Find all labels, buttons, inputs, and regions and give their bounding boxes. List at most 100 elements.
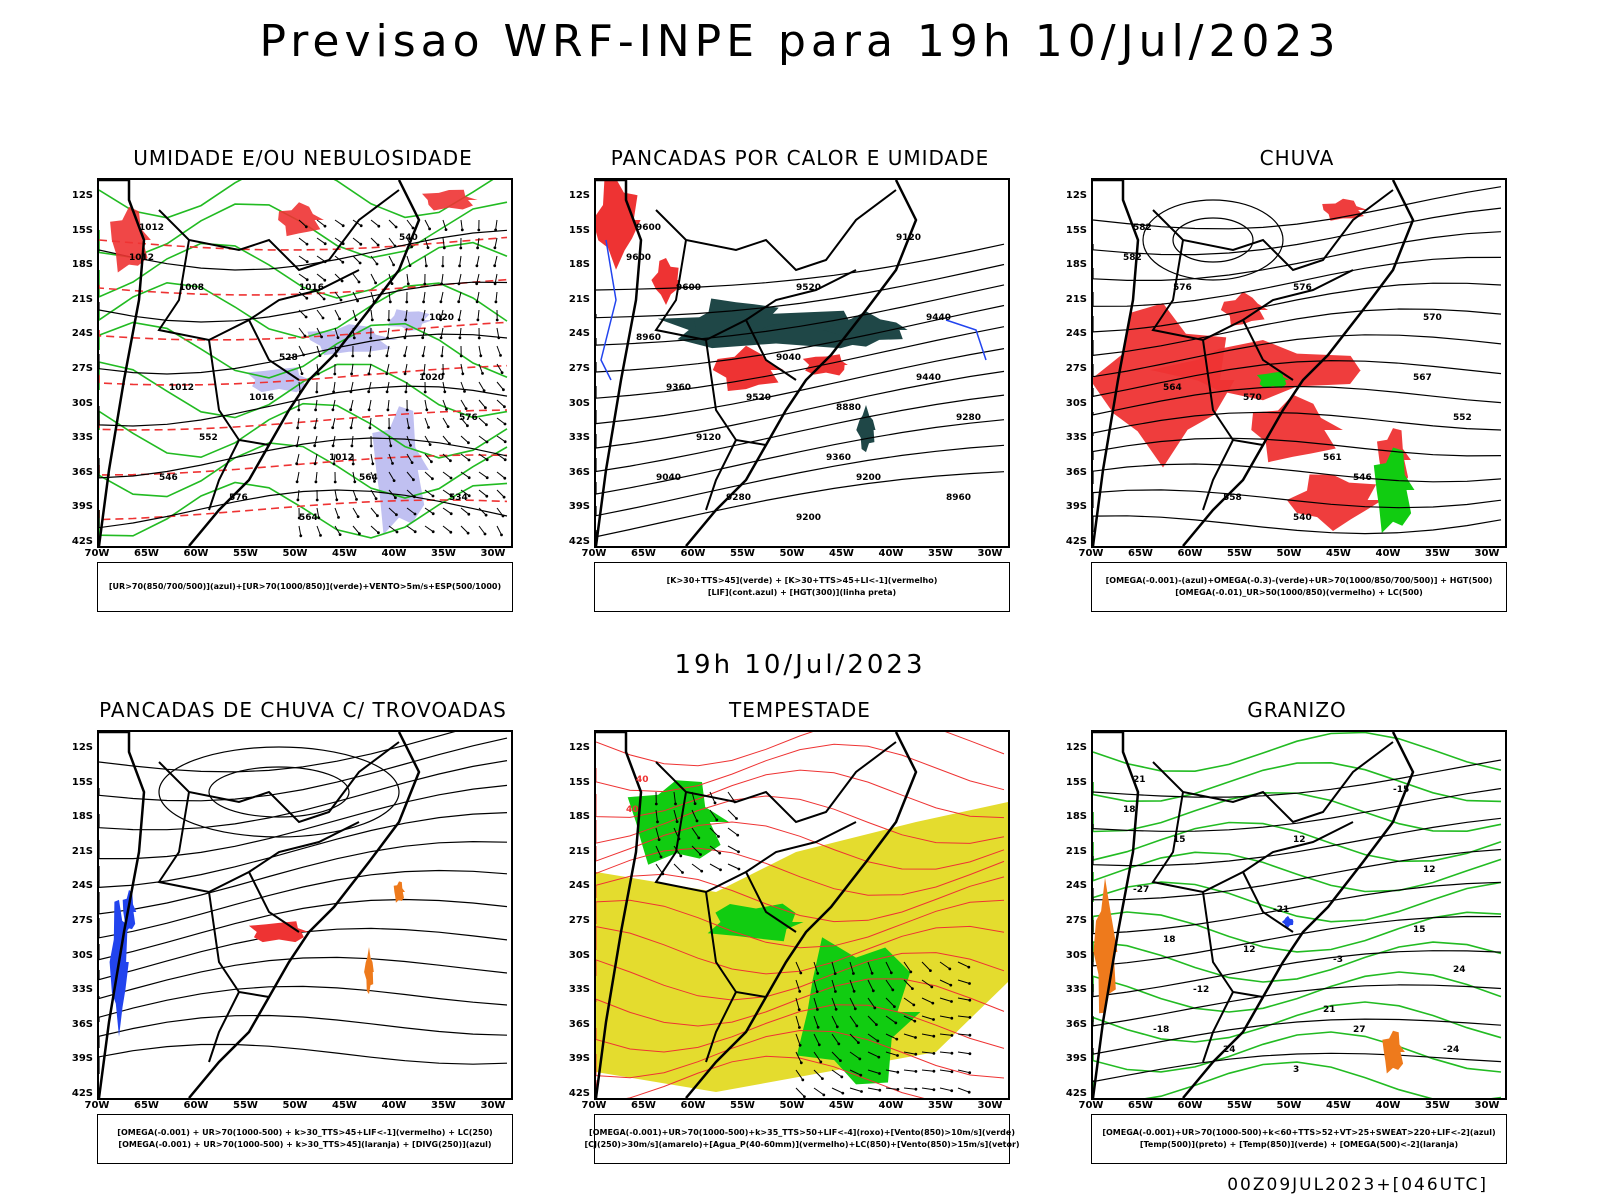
contour-label: 9040: [656, 473, 681, 483]
lon-tick-label: 65W: [1128, 548, 1153, 559]
lat-tick-label: 30S: [1065, 949, 1087, 961]
lat-tick-label: 27S: [71, 363, 93, 374]
lat-tick-label: 15S: [71, 776, 93, 788]
lat-tick-label: 30S: [71, 397, 93, 409]
lat-tick-label: 30S: [71, 949, 93, 961]
contour-label: 1020: [419, 373, 444, 383]
lon-tick-label: 65W: [1128, 1100, 1153, 1111]
lat-tick-label: 39S: [1065, 501, 1087, 513]
weather-map: 9600 9600 9600 9520 9520 9440 9440 9360 9360 9280…: [596, 180, 1005, 546]
run-stamp: 00Z09JUL2023+[046UTC]: [1227, 1175, 1488, 1195]
weather-map: 21 18 15 12 12 12 15 18 21 24 24 27 3 -12 -15 -18 -21 -24…: [1093, 732, 1502, 1098]
map-area[interactable]: 1012 1012 1008 1016 1016 1020 1020 1012 1012 576 5…: [97, 178, 513, 548]
lon-tick-label: 50W: [779, 1100, 805, 1111]
contour-label: 576: [1173, 283, 1192, 293]
lon-tick-label: 45W: [1326, 548, 1351, 559]
lon-tick-label: 70W: [84, 548, 110, 559]
contour-label: 546: [159, 473, 178, 483]
contour-label: 582: [1133, 223, 1152, 233]
lon-tick-label: 35W: [928, 1100, 953, 1111]
contour-label: 8960: [636, 333, 661, 343]
legend-caption: [K>30+TTS>45](verde) + [K>30+TTS>45+LI<-…: [594, 562, 1010, 612]
contour-label: 9440: [916, 373, 941, 383]
lon-tick-label: 35W: [431, 1100, 456, 1111]
map-area[interactable]: 40 40: [594, 730, 1010, 1100]
lon-tick-label: 60W: [1177, 1100, 1203, 1111]
lat-tick-label: 15S: [568, 224, 590, 236]
lon-tick-label: 60W: [1177, 548, 1203, 559]
lon-tick-label: 60W: [183, 548, 209, 559]
lon-tick-label: 70W: [581, 548, 607, 559]
weather-map: 1012 1012 1008 1016 1016 1020 1020 1012 1012 576 5…: [99, 180, 508, 546]
map-area[interactable]: [97, 730, 513, 1100]
lat-tick-label: 12S: [71, 190, 93, 201]
contour-label: 9200: [856, 473, 881, 483]
weather-map: 582 582 576 576 570 570 567 564 561 558 552 546 540: [1093, 180, 1502, 546]
lat-tick-label: 36S: [568, 466, 590, 478]
map-area[interactable]: 9600 9600 9600 9520 9520 9440 9440 9360 9360 9280…: [594, 178, 1010, 548]
lat-tick-label: 33S: [1065, 432, 1087, 444]
lat-tick-label: 36S: [1065, 466, 1087, 478]
lat-tick-label: 42S: [71, 536, 93, 547]
lat-tick-label: 15S: [568, 776, 590, 788]
lon-tick-label: 30W: [1474, 1100, 1500, 1111]
lat-tick-label: 15S: [1065, 224, 1087, 236]
lat-tick-label: 30S: [568, 949, 590, 961]
contour-label: 12: [1423, 865, 1436, 875]
panel-title: UMIDADE E/OU NEBULOSIDADE: [133, 146, 473, 170]
contour-label: 9360: [666, 383, 691, 393]
lat-tick-label: 12S: [568, 190, 590, 201]
contour-label: 21: [1133, 775, 1146, 785]
lat-tick-label: 27S: [71, 915, 93, 926]
legend-caption-line: [LIF](cont.azul) + [HGT(300)](linha pret…: [707, 588, 897, 597]
map-area[interactable]: 21 18 15 12 12 12 15 18 21 24 24 27 3 -12 -15 -18 -21 -24…: [1091, 730, 1507, 1100]
lat-tick-label: 39S: [568, 1053, 590, 1065]
lon-tick-label: 55W: [1227, 1100, 1252, 1111]
lat-tick-label: 21S: [568, 845, 590, 857]
contour-label: 18: [1163, 935, 1176, 945]
contour-label: 40: [626, 805, 639, 815]
lat-tick-label: 18S: [1065, 811, 1087, 823]
lon-tick-label: 50W: [1276, 1100, 1302, 1111]
contour-label: 9520: [796, 283, 821, 293]
contour-label: -21: [1273, 905, 1289, 915]
lon-tick-label: 50W: [282, 548, 308, 559]
contour-label: 15: [1173, 835, 1186, 845]
lon-tick-label: 30W: [977, 548, 1003, 559]
contour-label: 9520: [746, 393, 771, 403]
lat-tick-label: 33S: [71, 432, 93, 444]
contour-label: 9040: [776, 353, 801, 363]
contour-label: -12: [1193, 985, 1209, 995]
contour-label: 570: [1243, 393, 1262, 403]
lon-tick-label: 45W: [829, 548, 854, 559]
legend-caption: [UR>70(850/700/500)](azul)+[UR>70(1000/8…: [97, 562, 513, 612]
lon-tick-label: 50W: [282, 1100, 308, 1111]
contour-label: 21: [1323, 1005, 1336, 1015]
contour-label: 9600: [676, 283, 701, 293]
legend-caption-line: [OMEGA(-0.01)_UR>50(1000/850)(vermelho) …: [1175, 588, 1423, 597]
lat-tick-label: 27S: [1065, 915, 1087, 926]
contour-label: 576: [1293, 283, 1312, 293]
lat-tick-label: 33S: [1065, 984, 1087, 996]
contour-label: 528: [279, 353, 298, 363]
contour-label: 18: [1123, 805, 1136, 815]
lat-tick-label: 42S: [1065, 1088, 1087, 1099]
lon-tick-label: 35W: [1425, 1100, 1450, 1111]
lat-tick-label: 21S: [568, 293, 590, 305]
lon-tick-label: 55W: [1227, 548, 1252, 559]
panel-title: GRANIZO: [1247, 698, 1347, 722]
contour-label: 540: [1293, 513, 1312, 523]
contour-label: 1016: [299, 283, 324, 293]
lat-tick-label: 39S: [71, 1053, 93, 1065]
lat-tick-label: 30S: [568, 397, 590, 409]
map-area[interactable]: 582 582 576 576 570 570 567 564 561 558 552 546 540: [1091, 178, 1507, 548]
lon-tick-label: 45W: [332, 1100, 357, 1111]
lon-tick-label: 55W: [233, 548, 258, 559]
lat-tick-label: 24S: [71, 328, 93, 340]
lon-tick-label: 60W: [680, 548, 706, 559]
contour-label: 567: [1413, 373, 1432, 383]
lon-tick-label: 40W: [1375, 1100, 1401, 1111]
lat-tick-label: 36S: [1065, 1018, 1087, 1030]
lon-tick-label: 50W: [779, 548, 805, 559]
lon-tick-label: 40W: [1375, 548, 1401, 559]
